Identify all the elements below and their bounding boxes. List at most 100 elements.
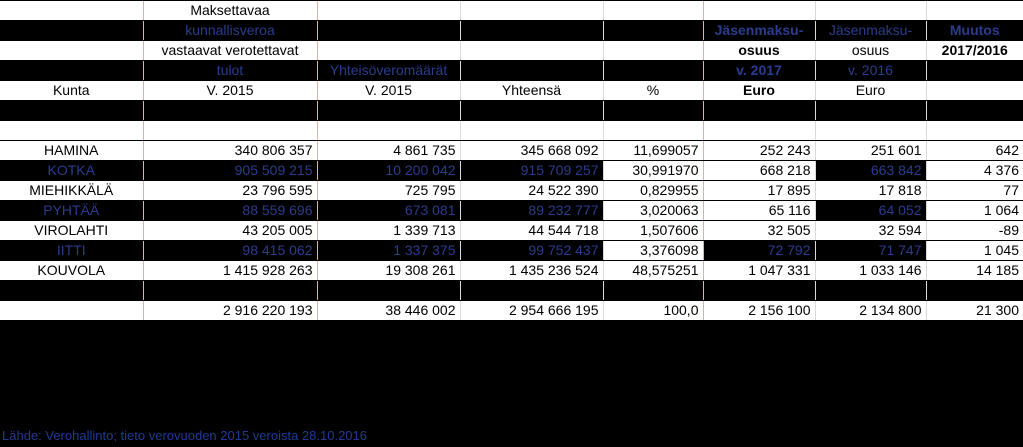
j16-cell: 64 052 (814, 200, 926, 221)
yhteis-cell: 673 081 (316, 200, 460, 221)
percent-cell: 30,991970 (602, 160, 703, 181)
cell (0, 40, 143, 61)
yhteis-cell: 1 337 375 (316, 240, 460, 261)
yhteis-cell: 1 339 713 (316, 220, 460, 241)
header-yhteis-year: V. 2015 (316, 80, 460, 101)
yhteis-cell: 4 861 735 (316, 140, 460, 161)
cell (459, 0, 603, 21)
yhteensa-cell: 345 668 092 (459, 140, 603, 161)
header-tulot-line1: Maksettavaa (142, 0, 317, 21)
total-muutos: 21 300 (925, 300, 1023, 321)
header-j17-year: v. 2017 (702, 60, 815, 81)
cell (316, 40, 460, 61)
header-row-1: Maksettavaa (0, 0, 1023, 21)
header-j16-line1: Jäsenmaksu- (814, 20, 926, 41)
header-kunta: Kunta (0, 80, 143, 101)
cell (316, 0, 460, 21)
total-j17: 2 156 100 (702, 300, 815, 321)
header-j16-line2: osuus (814, 40, 926, 61)
cell (602, 60, 703, 81)
header-tulot-year: V. 2015 (142, 80, 317, 101)
j17-cell: 1 047 331 (702, 260, 815, 281)
cell (459, 40, 603, 61)
table-row: KOUVOLA 1 415 928 263 19 308 261 1 435 2… (0, 260, 1023, 281)
muutos-cell: -89 (925, 220, 1023, 241)
tulot-cell: 23 796 595 (142, 180, 317, 201)
table-row: MIEHIKKÄLÄ 23 796 595 725 795 24 522 390… (0, 180, 1023, 201)
cell (459, 60, 603, 81)
cell (459, 20, 603, 41)
cell (814, 0, 926, 21)
j17-cell: 65 116 (702, 200, 815, 221)
j16-cell: 1 033 146 (814, 260, 926, 281)
header-row-3: vastaavat verotettavat osuus osuus 2017/… (0, 40, 1023, 61)
yhteensa-cell: 1 435 236 524 (459, 260, 603, 281)
yhteensa-cell: 89 232 777 (459, 200, 603, 221)
total-tulot: 2 916 220 193 (142, 300, 317, 321)
header-tulot-line2: kunnallisveroa (142, 20, 317, 41)
total-row: 2 916 220 193 38 446 002 2 954 666 195 1… (0, 300, 1023, 321)
cell (0, 0, 143, 21)
j17-cell: 72 792 (702, 240, 815, 261)
cell (602, 40, 703, 61)
cell (316, 20, 460, 41)
header-yhteensa: Yhteensä (459, 80, 603, 101)
muutos-cell: 77 (925, 180, 1023, 201)
cell (925, 0, 1023, 21)
tulot-cell: 905 509 215 (142, 160, 317, 181)
kunta-cell: PYHTÄÄ (0, 200, 143, 221)
cell (702, 0, 815, 21)
kunta-cell: VIROLAHTI (0, 220, 143, 241)
muutos-cell: 642 (925, 140, 1023, 161)
j16-cell: 71 747 (814, 240, 926, 261)
header-j17-line1: Jäsenmaksu- (702, 20, 815, 41)
percent-cell: 3,376098 (602, 240, 703, 261)
percent-cell: 3,020063 (602, 200, 703, 221)
yhteensa-cell: 99 752 437 (459, 240, 603, 261)
cell (0, 20, 143, 41)
j17-cell: 32 505 (702, 220, 815, 241)
table-row: HAMINA 340 806 357 4 861 735 345 668 092… (0, 140, 1023, 161)
header-row-2: kunnallisveroa Jäsenmaksu- Jäsenmaksu- M… (0, 20, 1023, 41)
kunta-cell: KOTKA (0, 160, 143, 181)
j17-cell: 17 895 (702, 180, 815, 201)
tulot-cell: 340 806 357 (142, 140, 317, 161)
header-yhteisovero: Yhteisöveromäärät (316, 60, 460, 81)
cell (925, 60, 1023, 81)
total-yhteis: 38 446 002 (316, 300, 460, 321)
yhteis-cell: 19 308 261 (316, 260, 460, 281)
j16-cell: 663 842 (814, 160, 926, 181)
cell (602, 20, 703, 41)
tulot-cell: 88 559 696 (142, 200, 317, 221)
header-j16-unit: Euro (814, 80, 926, 101)
percent-cell: 1,507606 (602, 220, 703, 241)
muutos-cell: 14 185 (925, 260, 1023, 281)
j17-cell: 252 243 (702, 140, 815, 161)
j16-cell: 32 594 (814, 220, 926, 241)
j16-cell: 17 818 (814, 180, 926, 201)
header-percent: % (602, 80, 703, 101)
muutos-cell: 1 064 (925, 200, 1023, 221)
table-row: VIROLAHTI 43 205 005 1 339 713 44 544 71… (0, 220, 1023, 241)
table-row: PYHTÄÄ 88 559 696 673 081 89 232 777 3,0… (0, 200, 1023, 221)
header-j17-line2: osuus (702, 40, 815, 61)
kunta-cell: MIEHIKKÄLÄ (0, 180, 143, 201)
yhteensa-cell: 24 522 390 (459, 180, 603, 201)
cell (925, 80, 1023, 101)
source-note: Lähde: Verohallinto; tieto verovuoden 20… (2, 428, 367, 443)
muutos-cell: 1 045 (925, 240, 1023, 261)
percent-cell: 11,699057 (602, 140, 703, 161)
kunta-cell: IITTI (0, 240, 143, 261)
header-j16-year: v. 2016 (814, 60, 926, 81)
percent-cell: 48,575251 (602, 260, 703, 281)
cell (0, 60, 143, 81)
total-yhteensa: 2 954 666 195 (459, 300, 603, 321)
yhteensa-cell: 915 709 257 (459, 160, 603, 181)
yhteis-cell: 725 795 (316, 180, 460, 201)
municipality-tax-table: Maksettavaa kunnallisveroa Jäsenmaksu- J… (0, 0, 1023, 321)
table-row: KOTKA 905 509 215 10 200 042 915 709 257… (0, 160, 1023, 181)
j16-cell: 251 601 (814, 140, 926, 161)
percent-cell: 0,829955 (602, 180, 703, 201)
table-row: IITTI 98 415 062 1 337 375 99 752 437 3,… (0, 240, 1023, 261)
yhteensa-cell: 44 544 718 (459, 220, 603, 241)
